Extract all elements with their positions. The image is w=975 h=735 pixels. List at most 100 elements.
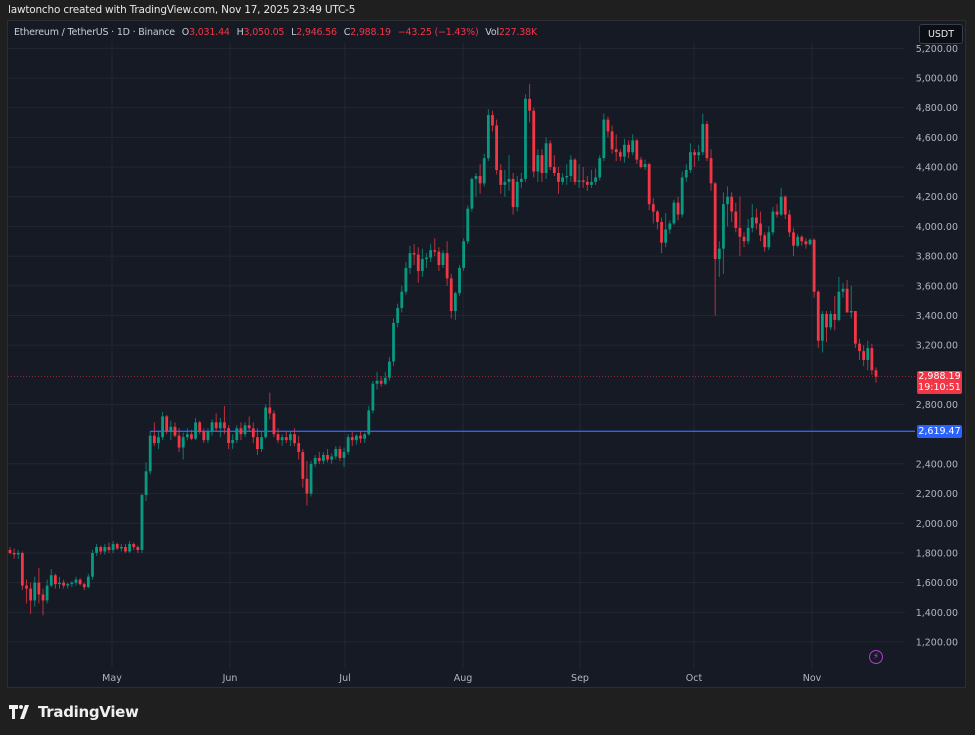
open-label: O bbox=[181, 27, 190, 38]
candle bbox=[742, 236, 746, 242]
candle bbox=[474, 175, 478, 179]
candle bbox=[486, 115, 490, 159]
candle bbox=[53, 575, 57, 585]
time-tick-label: Oct bbox=[686, 673, 703, 684]
candle bbox=[264, 407, 268, 438]
candle bbox=[825, 313, 828, 328]
candle bbox=[713, 183, 717, 260]
candle bbox=[227, 428, 230, 444]
candle bbox=[841, 288, 845, 292]
candle bbox=[396, 308, 400, 323]
candle bbox=[651, 204, 655, 212]
candle bbox=[693, 152, 696, 156]
candle bbox=[404, 267, 408, 292]
candle bbox=[91, 552, 94, 577]
candle bbox=[755, 217, 758, 224]
last-price-badge: 2,988.19 19:10:51 bbox=[917, 371, 962, 394]
candle bbox=[874, 370, 878, 377]
candle bbox=[305, 478, 309, 494]
candle bbox=[820, 313, 824, 341]
hline-price-badge: 2,619.47 bbox=[917, 425, 962, 438]
candle bbox=[849, 311, 853, 313]
candle bbox=[144, 471, 148, 496]
candle bbox=[750, 217, 754, 228]
candle bbox=[862, 351, 866, 360]
price-tick-label: 1,400.00 bbox=[916, 608, 958, 619]
candle bbox=[779, 196, 783, 215]
candle bbox=[111, 544, 115, 550]
candle bbox=[371, 383, 375, 411]
low-value: 2,946.56 bbox=[296, 27, 337, 38]
candle bbox=[458, 267, 461, 294]
price-tick-label: 5,200.00 bbox=[916, 44, 958, 55]
candle bbox=[243, 425, 247, 435]
candle bbox=[293, 434, 296, 444]
candle bbox=[107, 547, 111, 550]
candle bbox=[12, 552, 16, 555]
candle bbox=[676, 202, 680, 215]
candle bbox=[792, 232, 795, 246]
candle bbox=[185, 434, 189, 438]
candle bbox=[375, 380, 379, 384]
candle bbox=[701, 124, 705, 153]
candle bbox=[132, 544, 136, 548]
candle bbox=[726, 196, 729, 205]
candle bbox=[643, 164, 647, 168]
lightning-icon[interactable]: ⚡︎ bbox=[869, 650, 883, 664]
candle bbox=[540, 155, 544, 173]
close-label: C bbox=[343, 27, 351, 38]
chart-frame[interactable] bbox=[7, 20, 966, 688]
brand-name: TradingView bbox=[38, 703, 139, 721]
tradingview-logo[interactable]: TradingView bbox=[9, 703, 139, 721]
candle bbox=[495, 125, 499, 171]
currency-button[interactable]: USDT bbox=[919, 24, 963, 44]
price-tick-label: 4,800.00 bbox=[916, 103, 958, 114]
open-value: 3,031.44 bbox=[189, 27, 230, 38]
price-tick-label: 3,800.00 bbox=[916, 252, 958, 263]
candle bbox=[33, 582, 37, 601]
candle bbox=[581, 180, 585, 182]
candle bbox=[82, 584, 86, 588]
candle bbox=[326, 454, 329, 460]
candle bbox=[672, 202, 676, 224]
candle bbox=[561, 177, 564, 182]
candle bbox=[614, 149, 618, 153]
close-value: 2,988.19 bbox=[350, 27, 391, 38]
time-tick-label: Sep bbox=[571, 673, 589, 684]
candle bbox=[536, 155, 540, 172]
candle bbox=[350, 437, 354, 441]
candle bbox=[62, 582, 66, 586]
candle bbox=[301, 452, 305, 479]
candle bbox=[763, 235, 767, 248]
candle bbox=[734, 211, 738, 228]
candle bbox=[833, 313, 837, 320]
candle bbox=[78, 579, 82, 585]
candle bbox=[759, 223, 762, 236]
candle bbox=[190, 434, 193, 439]
time-tick-label: May bbox=[102, 673, 122, 684]
candle bbox=[214, 422, 218, 429]
candle bbox=[157, 437, 160, 444]
candle bbox=[565, 175, 569, 178]
candle bbox=[268, 407, 272, 414]
candle bbox=[631, 140, 635, 153]
candle bbox=[577, 180, 581, 182]
candle bbox=[161, 416, 164, 438]
symbol-name: Ethereum / TetherUS · 1D · Binance bbox=[14, 27, 175, 38]
candle bbox=[627, 144, 630, 153]
candle bbox=[837, 291, 841, 320]
candle bbox=[379, 380, 383, 384]
candle bbox=[392, 322, 395, 362]
candle bbox=[420, 259, 424, 271]
candle bbox=[400, 291, 404, 309]
candle bbox=[668, 223, 672, 230]
candle bbox=[210, 422, 214, 432]
candle bbox=[482, 158, 486, 184]
candle bbox=[709, 158, 713, 184]
candle bbox=[313, 457, 317, 464]
candle bbox=[557, 172, 560, 182]
candle bbox=[858, 343, 861, 352]
price-tick-label: 2,000.00 bbox=[916, 519, 958, 530]
low-label: L bbox=[291, 27, 297, 38]
